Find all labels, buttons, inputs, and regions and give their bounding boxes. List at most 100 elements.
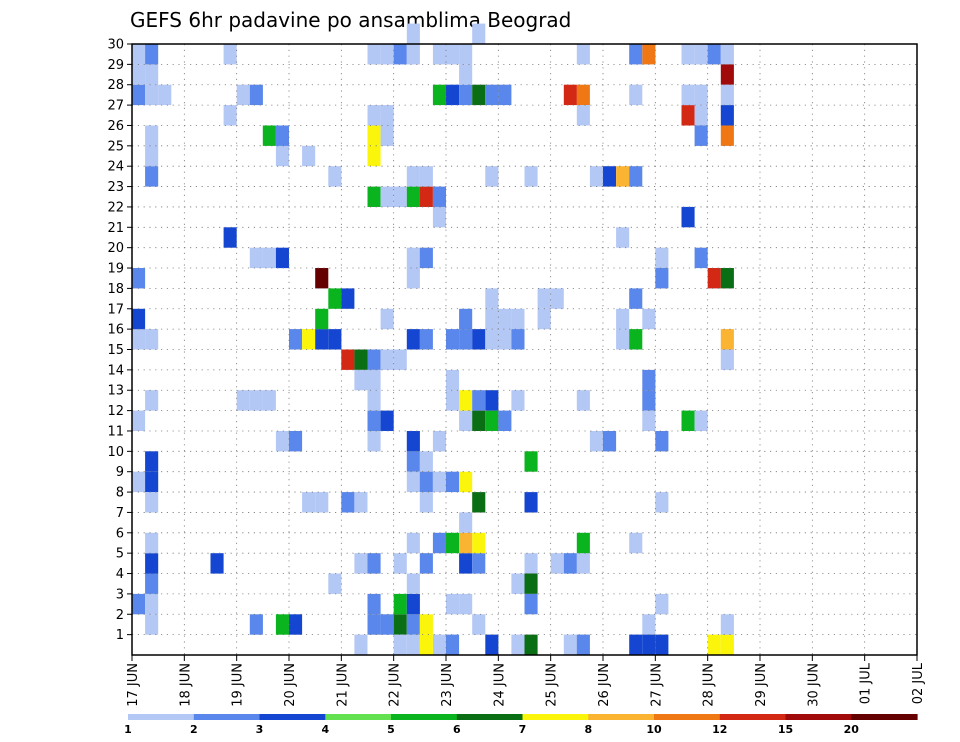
heatmap-cell bbox=[380, 410, 394, 431]
colorbar-swatch bbox=[719, 714, 787, 720]
heatmap-cell bbox=[341, 288, 355, 309]
y-tick-label: 16 bbox=[107, 323, 124, 338]
x-axis: 17 JUN 18 JUN 19 JUN 20 JUN 21 JUN 22 JUN 23 J… bbox=[126, 655, 926, 707]
heatmap-cell bbox=[459, 512, 473, 533]
heatmap-cell bbox=[315, 329, 329, 350]
heatmap-cell bbox=[289, 614, 303, 635]
heatmap-cell bbox=[406, 186, 420, 207]
colorbar-swatch bbox=[391, 714, 458, 720]
heatmap-cell bbox=[707, 634, 721, 655]
heatmap-cell bbox=[720, 614, 734, 635]
heatmap-cell bbox=[354, 634, 368, 655]
heatmap-cell bbox=[406, 329, 420, 350]
y-tick-label: 18 bbox=[107, 282, 124, 297]
heatmap-cell bbox=[524, 593, 538, 615]
heatmap-cell bbox=[485, 329, 499, 350]
y-tick-label: 1 bbox=[116, 628, 124, 643]
y-tick-label: 23 bbox=[107, 180, 124, 195]
heatmap-cell bbox=[393, 593, 407, 615]
heatmap-cell bbox=[132, 84, 146, 106]
heatmap-cell bbox=[367, 44, 381, 65]
y-tick-label: 11 bbox=[107, 424, 124, 439]
y-tick-label: 12 bbox=[107, 404, 124, 419]
heatmap-cell bbox=[223, 105, 237, 126]
y-tick-label: 24 bbox=[107, 160, 124, 175]
heatmap-cell bbox=[720, 105, 734, 126]
heatmap-cell bbox=[367, 614, 381, 635]
y-tick-label: 17 bbox=[107, 302, 124, 317]
heatmap-cell bbox=[275, 614, 289, 635]
heatmap-cell bbox=[354, 553, 368, 574]
y-tick-label: 10 bbox=[107, 445, 124, 460]
heatmap-cell bbox=[367, 186, 381, 207]
heatmap-cell bbox=[289, 329, 303, 350]
heatmap-cell bbox=[655, 634, 669, 655]
heatmap-cell bbox=[642, 369, 656, 391]
heatmap-cell bbox=[642, 44, 656, 65]
colorbar-swatch bbox=[325, 714, 392, 720]
heatmap-cell bbox=[315, 308, 329, 330]
colorbar-swatch bbox=[128, 714, 195, 720]
colorbar-label: 1 bbox=[124, 723, 132, 736]
heatmap-cell bbox=[576, 105, 590, 126]
heatmap-cell bbox=[472, 614, 486, 635]
colorbar-swatch bbox=[193, 714, 261, 720]
x-tick-label: 26 JUN bbox=[597, 663, 612, 707]
heatmap-cell bbox=[511, 390, 525, 411]
x-tick-label: 01 JUL bbox=[859, 662, 874, 704]
x-tick-label: 02 JUL bbox=[911, 662, 926, 704]
heatmap-cell bbox=[681, 44, 695, 65]
colorbar-swatch bbox=[785, 714, 852, 720]
heatmap-cell bbox=[236, 84, 250, 106]
colorbar-label: 20 bbox=[844, 723, 860, 736]
heatmap-cell bbox=[616, 166, 630, 187]
heatmap-cell bbox=[380, 186, 394, 207]
heatmap-cell bbox=[302, 492, 316, 513]
heatmap-cell bbox=[393, 614, 407, 635]
chart-title: GEFS 6hr padavine po ansamblima Beograd bbox=[130, 8, 571, 32]
heatmap-cell bbox=[472, 84, 486, 106]
heatmap-cell bbox=[694, 105, 708, 126]
heatmap-cell bbox=[459, 553, 473, 574]
heatmap-cell bbox=[446, 593, 460, 615]
heatmap-cell bbox=[145, 451, 159, 472]
heatmap-cell bbox=[485, 634, 499, 655]
heatmap-cell bbox=[459, 308, 473, 330]
heatmap-cell bbox=[380, 614, 394, 635]
heatmap-cell bbox=[681, 410, 695, 431]
heatmap-cell bbox=[629, 166, 643, 187]
heatmap-cell bbox=[367, 145, 381, 167]
heatmap-cell bbox=[655, 247, 669, 269]
heatmap-cell bbox=[249, 614, 263, 635]
y-tick-label: 28 bbox=[107, 78, 124, 93]
heatmap-cell bbox=[511, 329, 525, 350]
heatmap-cell bbox=[485, 390, 499, 411]
heatmap-cell bbox=[249, 247, 263, 269]
heatmap-cell bbox=[459, 410, 473, 431]
heatmap-cell bbox=[642, 308, 656, 330]
heatmap-cell bbox=[720, 125, 734, 146]
heatmap-cell bbox=[223, 227, 237, 248]
heatmap-cell bbox=[459, 64, 473, 85]
heatmap-cell bbox=[459, 471, 473, 493]
colorbar-swatch bbox=[654, 714, 721, 720]
heatmap-cell bbox=[642, 410, 656, 431]
heatmap-cell bbox=[145, 471, 159, 493]
heatmap-cell bbox=[406, 614, 420, 635]
heatmap-cell bbox=[472, 410, 486, 431]
x-tick-label: 24 JUN bbox=[492, 663, 507, 707]
heatmap-cell bbox=[642, 390, 656, 411]
colorbar-label: 2 bbox=[190, 723, 198, 736]
y-tick-label: 27 bbox=[107, 99, 124, 114]
heatmap-cell bbox=[354, 349, 368, 370]
heatmap-cell bbox=[446, 532, 460, 554]
heatmap-cell bbox=[132, 471, 146, 493]
colorbar-swatch bbox=[851, 714, 918, 720]
heatmap-cell bbox=[432, 431, 446, 452]
heatmap-cell bbox=[419, 492, 433, 513]
heatmap-cell bbox=[249, 390, 263, 411]
y-tick-label: 4 bbox=[116, 567, 124, 582]
heatmap-cell bbox=[537, 288, 551, 309]
x-tick-label: 22 JUN bbox=[388, 663, 403, 707]
heatmap-cell bbox=[681, 84, 695, 106]
